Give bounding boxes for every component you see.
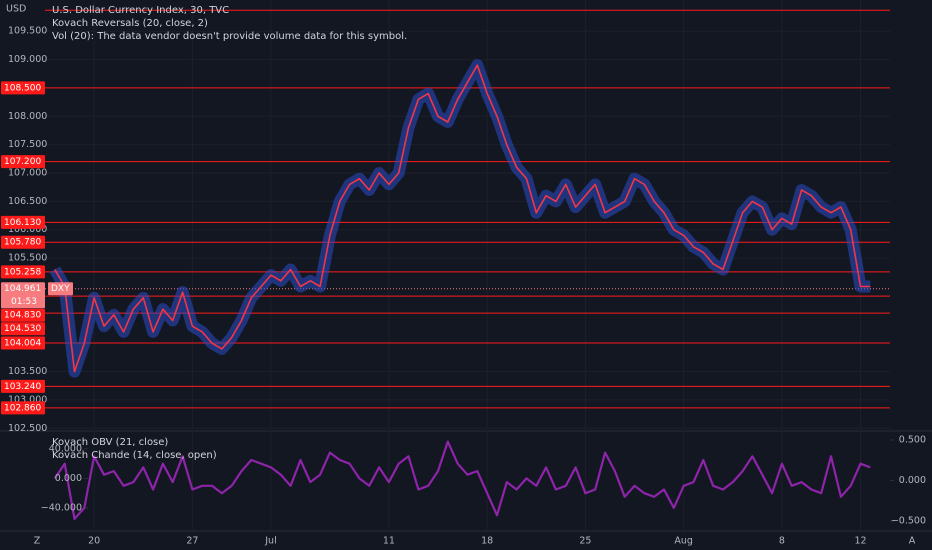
last-price-label: 104.961 [4, 284, 41, 294]
level-badge [1, 155, 45, 169]
level-label: 104.004 [4, 338, 41, 348]
oscillator-line [53, 440, 871, 520]
y-tick-label: 103.500 [8, 366, 47, 377]
level-label: 103.240 [4, 382, 41, 392]
x-tick-label: 8 [779, 536, 785, 547]
level-label: 104.830 [4, 311, 41, 321]
symbol-title: U.S. Dollar Currency Index, 30, TVC [52, 5, 229, 16]
last-price-badge [1, 282, 45, 309]
level-label: 105.780 [4, 238, 41, 248]
y-tick-label: 40.000 [49, 443, 82, 454]
y2-tick-label: −0.500 [891, 516, 926, 527]
y2-tick-label: 0.500 [899, 435, 926, 446]
price-unit: USD [6, 4, 26, 15]
y-tick-label: 108.000 [8, 111, 47, 122]
y-tick-label: 106.500 [8, 196, 47, 207]
level-label: 102.860 [4, 403, 41, 413]
indicator-legend: Kovach OBV (21, close) [52, 437, 168, 448]
level-badge [1, 215, 45, 229]
y-tick-label: 107.000 [8, 168, 47, 179]
y-tick-label: 106.000 [8, 224, 47, 235]
x-tick-label: 20 [88, 536, 100, 547]
x-tick-label: 25 [579, 536, 591, 547]
level-label: 107.200 [4, 157, 41, 167]
button[interactable]: A [909, 536, 916, 547]
button[interactable]: Z [34, 536, 41, 547]
y-tick-label: 109.500 [8, 26, 47, 37]
y-tick-label: 0.000 [55, 473, 82, 484]
level-badge [1, 265, 45, 279]
symbol-label: DXY [51, 284, 70, 294]
y2-tick-label: 0.000 [899, 475, 926, 486]
y-tick-label: 102.500 [8, 423, 47, 434]
level-label: 108.500 [4, 83, 41, 93]
x-tick-label: 11 [383, 536, 395, 547]
level-badge [1, 81, 45, 95]
x-tick-label: 12 [854, 536, 866, 547]
level-badge [1, 379, 45, 393]
y-tick-label: −40.000 [41, 502, 82, 513]
y-tick-label: 107.500 [8, 139, 47, 150]
y-tick-label: 105.500 [8, 253, 47, 264]
level-badge [1, 235, 45, 249]
y-tick-label: 109.000 [8, 54, 47, 65]
level-badge [1, 308, 45, 322]
indicator-legend: Kovach Chande (14, close, open) [52, 450, 217, 461]
level-badge [1, 401, 45, 415]
x-tick-label: 18 [481, 536, 493, 547]
level-label: 104.530 [4, 324, 41, 334]
level-badge [1, 322, 45, 336]
indicator-legend: Kovach Reversals (20, close, 2) [52, 18, 208, 29]
x-tick-label: Aug [674, 536, 693, 547]
symbol-badge [48, 282, 73, 296]
price-line [54, 64, 871, 373]
countdown: 01:53 [11, 297, 37, 307]
indicator-legend: Vol (20): The data vendor doesn't provid… [52, 31, 407, 42]
x-tick-label: Jul [264, 536, 276, 547]
level-label: 106.130 [4, 218, 41, 228]
y-tick-label: 103.000 [8, 394, 47, 405]
level-badge [1, 336, 45, 350]
level-label: 105.258 [4, 267, 41, 277]
x-tick-label: 27 [186, 536, 198, 547]
